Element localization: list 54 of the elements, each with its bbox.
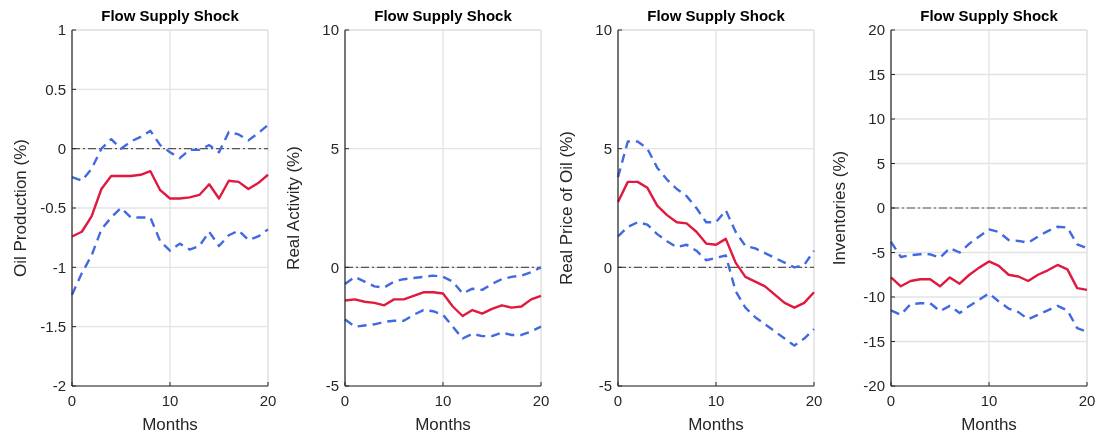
y-tick-label: 0 [876, 199, 885, 217]
y-tick-label: -15 [863, 332, 885, 350]
x-tick-label: 20 [532, 392, 550, 409]
chart-title: Flow Supply Shock [920, 7, 1059, 24]
x-tick-label: 10 [980, 392, 998, 409]
y-tick-label: 0.5 [45, 80, 66, 98]
line-series [616, 221, 816, 347]
y-tick-label: 10 [322, 21, 339, 39]
x-axis-title: Months [415, 415, 471, 434]
y-tick-label: -10 [863, 288, 885, 306]
y-tick-label: 20 [868, 21, 885, 39]
line-series [70, 206, 270, 296]
y-tick-label: 0 [603, 258, 612, 276]
y-tick-label: 15 [868, 65, 885, 83]
line-series [343, 291, 543, 318]
y-tick-label: -5 [325, 377, 339, 395]
x-axis-title: Months [688, 415, 744, 434]
x-axis-title: Months [142, 415, 198, 434]
y-tick-label: -2 [52, 377, 66, 395]
y-tick-label: -1 [52, 258, 66, 276]
y-tick-label: 0 [330, 258, 339, 276]
line-series [343, 308, 543, 340]
x-tick-label: 10 [161, 392, 179, 409]
line-series [343, 266, 543, 295]
y-axis-title: Oil Production (%) [11, 139, 30, 277]
line-series [616, 140, 816, 269]
x-tick-label: 20 [1078, 392, 1096, 409]
x-tick-label: 10 [434, 392, 452, 409]
chart-title: Flow Supply Shock [101, 7, 240, 24]
y-tick-label: 0 [57, 139, 66, 157]
line-series [889, 260, 1089, 292]
y-tick-label: 5 [603, 139, 612, 157]
x-tick-label: 20 [259, 392, 277, 409]
chart-title: Flow Supply Shock [374, 7, 513, 24]
y-tick-label: -5 [598, 377, 612, 395]
y-axis-title: Real Price of Oil (%) [557, 131, 576, 285]
y-tick-label: 10 [868, 110, 885, 128]
y-tick-label: -1.5 [40, 317, 66, 335]
y-tick-label: 10 [595, 21, 612, 39]
y-axis-title: Real Activity (%) [284, 146, 303, 270]
y-tick-label: -20 [863, 377, 885, 395]
x-tick-label: 10 [707, 392, 725, 409]
y-tick-label: -5 [871, 243, 885, 261]
y-tick-label: 1 [57, 21, 66, 39]
chart-title: Flow Supply Shock [647, 7, 786, 24]
x-axis-title: Months [961, 415, 1017, 434]
line-series [70, 170, 270, 238]
line-series [616, 180, 816, 309]
y-tick-label: -0.5 [40, 199, 66, 217]
line-series [70, 123, 270, 182]
y-axis-title: Inventories (%) [830, 150, 849, 266]
y-tick-label: 5 [876, 154, 885, 172]
x-tick-label: 20 [805, 392, 823, 409]
y-tick-label: 5 [330, 139, 339, 157]
